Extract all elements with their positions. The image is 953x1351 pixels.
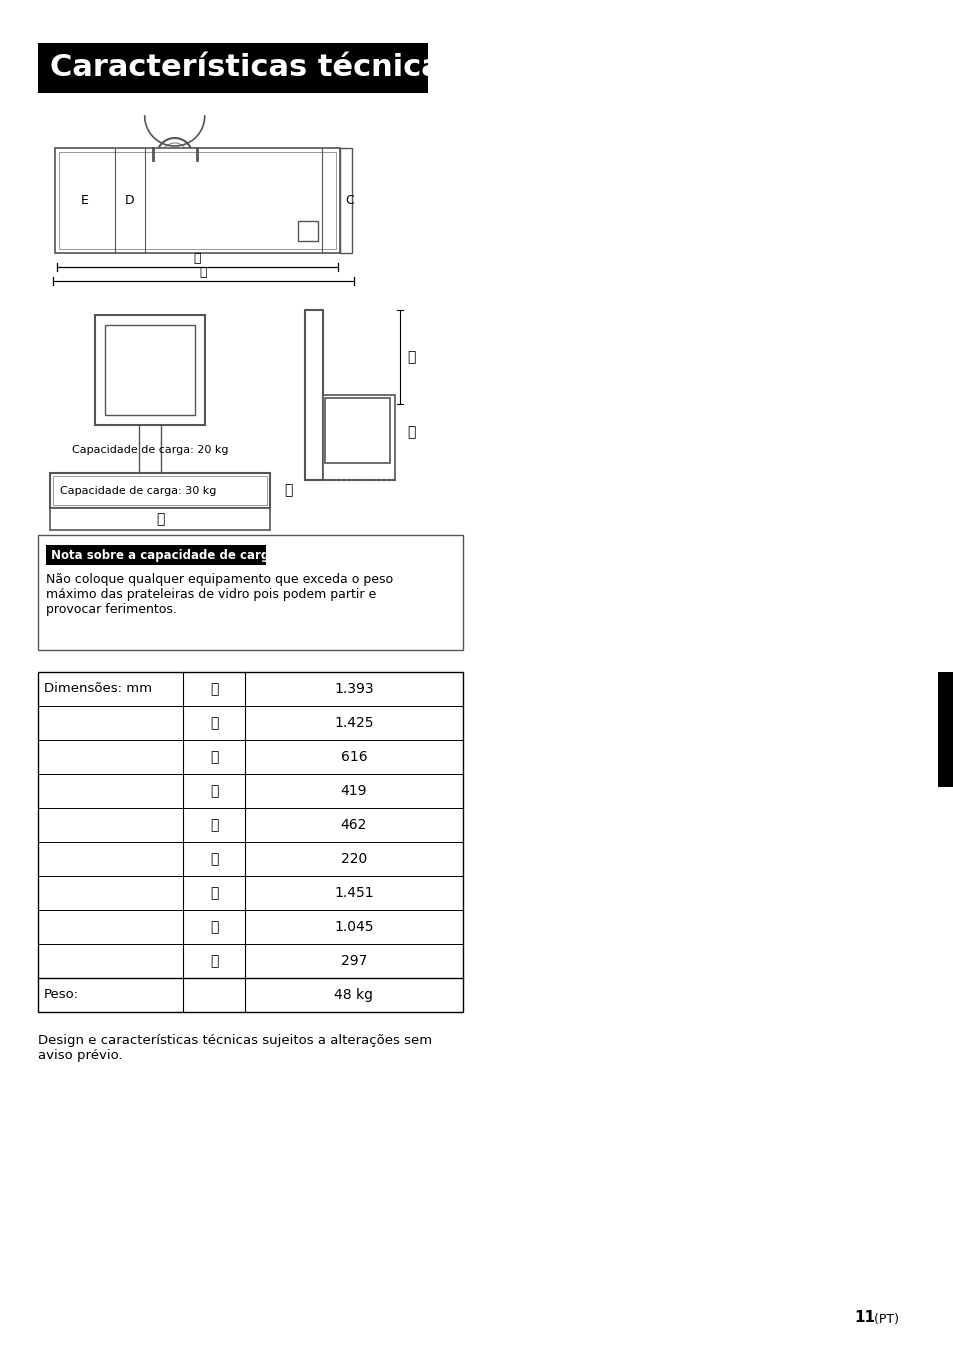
Text: 220: 220 xyxy=(340,852,367,866)
Text: Ⓔ: Ⓔ xyxy=(210,817,218,832)
Text: Ⓕ: Ⓕ xyxy=(210,852,218,866)
Text: 1.425: 1.425 xyxy=(334,716,374,730)
Bar xyxy=(59,153,335,249)
Bar xyxy=(50,473,270,508)
Bar xyxy=(325,399,390,463)
Text: 11: 11 xyxy=(853,1310,874,1325)
Bar xyxy=(937,671,953,788)
Text: Ⓓ: Ⓓ xyxy=(210,784,218,798)
Bar xyxy=(38,671,462,1012)
Text: Ⓗ: Ⓗ xyxy=(407,350,415,363)
Circle shape xyxy=(196,317,203,323)
Text: Nota sobre a capacidade de carga: Nota sobre a capacidade de carga xyxy=(51,549,277,562)
Text: Ⓗ: Ⓗ xyxy=(210,920,218,934)
Text: Ⓕ: Ⓕ xyxy=(283,484,292,497)
Bar xyxy=(339,149,352,253)
Bar xyxy=(38,43,428,93)
Text: Ⓘ: Ⓘ xyxy=(210,954,218,969)
Text: Ⓖ: Ⓖ xyxy=(210,886,218,900)
Text: Ⓘ: Ⓘ xyxy=(407,426,415,439)
Text: Ⓐ: Ⓐ xyxy=(193,253,201,265)
Text: 1.451: 1.451 xyxy=(334,886,374,900)
Text: Não coloque qualquer equipamento que exceda o peso
máximo das prateleiras de vid: Não coloque qualquer equipamento que exc… xyxy=(46,573,393,616)
Bar xyxy=(53,476,267,505)
Circle shape xyxy=(97,417,103,423)
Text: 419: 419 xyxy=(340,784,367,798)
Text: 462: 462 xyxy=(340,817,367,832)
Text: 1.393: 1.393 xyxy=(334,682,374,696)
Bar xyxy=(95,315,205,426)
Text: Ⓑ: Ⓑ xyxy=(210,716,218,730)
Text: 297: 297 xyxy=(340,954,367,969)
Bar xyxy=(38,535,462,650)
Bar xyxy=(323,394,395,480)
Text: 616: 616 xyxy=(340,750,367,765)
Text: Ⓒ: Ⓒ xyxy=(210,750,218,765)
Bar xyxy=(46,544,266,565)
Text: D: D xyxy=(125,195,134,207)
Text: Peso:: Peso: xyxy=(44,989,79,1001)
Text: E: E xyxy=(81,195,89,207)
Text: Design e características técnicas sujeitos a alterações sem
aviso prévio.: Design e características técnicas sujeit… xyxy=(38,1034,432,1062)
Bar xyxy=(50,508,270,530)
Circle shape xyxy=(196,417,203,423)
Text: (PT): (PT) xyxy=(869,1313,898,1325)
Text: 1.045: 1.045 xyxy=(334,920,374,934)
Bar xyxy=(297,222,317,240)
Text: Características técnicas: Características técnicas xyxy=(50,54,459,82)
Text: Capacidade de carga: 20 kg: Capacidade de carga: 20 kg xyxy=(71,444,228,455)
Text: C: C xyxy=(345,195,354,207)
Text: Capacidade de carga: 30 kg: Capacidade de carga: 30 kg xyxy=(60,485,216,496)
Text: Ⓐ: Ⓐ xyxy=(210,682,218,696)
Text: 48 kg: 48 kg xyxy=(335,988,374,1002)
Circle shape xyxy=(97,317,103,323)
Bar xyxy=(105,326,194,415)
Bar xyxy=(55,149,339,253)
Bar xyxy=(305,309,323,480)
Text: Ⓖ: Ⓖ xyxy=(155,512,164,526)
Text: Dimensões: mm: Dimensões: mm xyxy=(44,682,152,696)
Text: Ⓑ: Ⓑ xyxy=(199,266,207,280)
